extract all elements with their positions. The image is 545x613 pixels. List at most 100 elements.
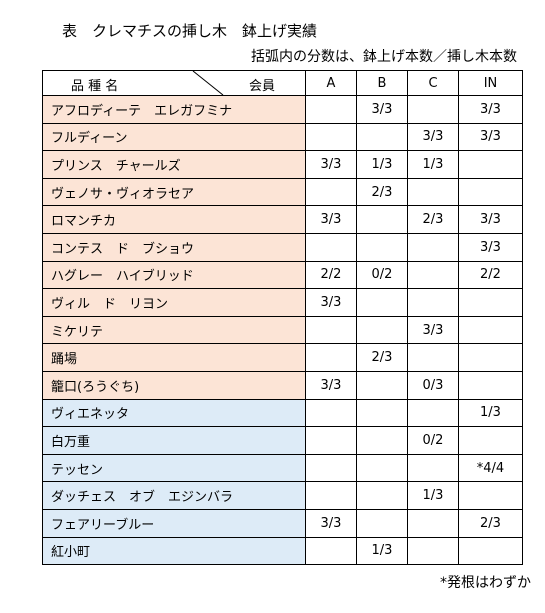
variety-name: ヴィエネッタ (42, 398, 306, 428)
variety-name: テッセン (42, 453, 306, 483)
cell (356, 205, 408, 234)
cell: 2/3 (458, 508, 523, 538)
variety-name: プリンス チャールズ (42, 150, 306, 179)
cell (305, 232, 357, 262)
cell (356, 122, 408, 152)
cell (356, 398, 408, 428)
cell (305, 343, 357, 372)
cell (458, 481, 523, 510)
cell (356, 370, 408, 400)
cell: 2/2 (305, 260, 357, 290)
cell: 0/2 (407, 426, 459, 455)
row: 白万重 0/2 (42, 426, 523, 455)
row: プリンス チャールズ 3/3 1/3 1/3 (42, 150, 523, 179)
cell: 1/3 (407, 481, 459, 510)
cell (305, 481, 357, 510)
variety-name: 紅小町 (42, 536, 306, 566)
cell (305, 398, 357, 428)
cell (356, 453, 408, 483)
row: テッセン *4/4 (42, 453, 523, 483)
variety-name: コンテス ド ブショウ (42, 232, 306, 262)
cell: 1/3 (356, 536, 408, 566)
row: フルディーン 3/3 3/3 (42, 122, 523, 152)
cell: *4/4 (458, 453, 523, 483)
cell (305, 315, 357, 345)
variety-name: ロマンチカ (42, 205, 306, 234)
cell (407, 453, 459, 483)
cell: 2/2 (458, 260, 523, 290)
row: ミケリテ 3/3 (42, 315, 523, 345)
row: コンテス ド ブショウ 3/3 (42, 232, 523, 262)
cell: 0/2 (356, 260, 408, 290)
column-header: B (356, 70, 408, 96)
cell (458, 426, 523, 455)
cell: 3/3 (458, 232, 523, 262)
corner-right: 会員 (249, 79, 276, 94)
cell (305, 426, 357, 455)
cell: 3/3 (458, 205, 523, 234)
row: 籠口(ろうぐち) 3/3 0/3 (42, 370, 523, 400)
variety-name: アフロディーテ エレガフミナ (42, 95, 306, 124)
cell: 3/3 (305, 150, 357, 179)
row: ヴェノサ・ヴィオラセア 2/3 (42, 177, 523, 207)
cell (458, 370, 523, 400)
column-header: A (305, 70, 357, 96)
table: 品 種 名 会員 A B C IN アフロディーテ エレガフミナ 3/3 3/3 フルディー… (42, 70, 523, 566)
row: 紅小町 1/3 (42, 536, 523, 566)
footnote: *発根はわずか (440, 575, 531, 591)
cell (356, 315, 408, 345)
corner-left: 品 種 名 (71, 79, 119, 94)
variety-name: 籠口(ろうぐち) (42, 370, 306, 400)
cell: 3/3 (458, 122, 523, 152)
cell: 3/3 (305, 205, 357, 234)
title: 表 クレマチスの挿し木 鉢上げ実績 (62, 22, 318, 40)
cell: 3/3 (407, 315, 459, 345)
column-header: IN (458, 70, 523, 96)
cell: 1/3 (458, 398, 523, 428)
cell (458, 536, 523, 566)
cell: 3/3 (407, 122, 459, 152)
cell (356, 232, 408, 262)
row: ハグレー ハイブリッド 2/2 0/2 2/2 (42, 260, 523, 290)
cell (356, 508, 408, 538)
variety-name: フェアリーブルー (42, 508, 306, 538)
cell: 3/3 (305, 508, 357, 538)
variety-name: ヴィル ド リヨン (42, 288, 306, 317)
row: アフロディーテ エレガフミナ 3/3 3/3 (42, 95, 523, 124)
cell (356, 288, 408, 317)
cell (356, 481, 408, 510)
cell (407, 343, 459, 372)
corner-cell: 品 種 名 会員 (42, 70, 306, 96)
variety-name: ヴェノサ・ヴィオラセア (42, 177, 306, 207)
cell: 2/3 (356, 177, 408, 207)
cell (356, 426, 408, 455)
diagonal (192, 71, 224, 95)
cell (407, 508, 459, 538)
cell (305, 453, 357, 483)
cell: 2/3 (356, 343, 408, 372)
cell: 2/3 (407, 205, 459, 234)
variety-name: フルディーン (42, 122, 306, 152)
variety-name: 踊場 (42, 343, 306, 372)
cell (305, 95, 357, 124)
row: フェアリーブルー 3/3 2/3 (42, 508, 523, 538)
cell (407, 232, 459, 262)
column-header: C (407, 70, 459, 96)
cell (458, 288, 523, 317)
row: ヴィル ド リヨン 3/3 (42, 288, 523, 317)
cell (305, 122, 357, 152)
subtitle: 括弧内の分数は、鉢上げ本数／挿し木本数 (251, 49, 517, 65)
row: 踊場 2/3 (42, 343, 523, 372)
row: ヴィエネッタ 1/3 (42, 398, 523, 428)
cell (458, 177, 523, 207)
cell (407, 260, 459, 290)
cell: 1/3 (356, 150, 408, 179)
variety-name: ミケリテ (42, 315, 306, 345)
cell (458, 315, 523, 345)
cell (407, 536, 459, 566)
cell (407, 177, 459, 207)
row: ダッチェス オブ エジンバラ 1/3 (42, 481, 523, 510)
cell (305, 177, 357, 207)
cell: 1/3 (407, 150, 459, 179)
